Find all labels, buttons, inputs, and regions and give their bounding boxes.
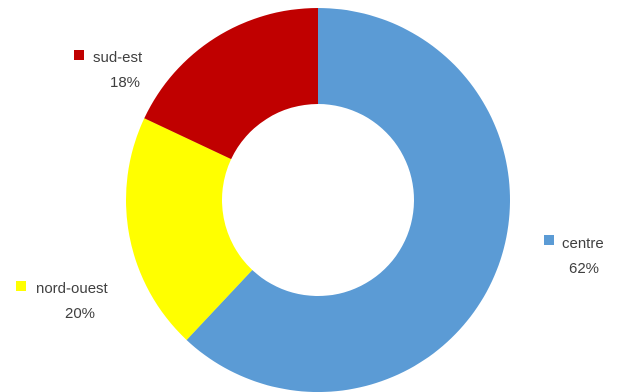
value-label-nord-ouest: 20% [65,305,95,322]
value-label-centre: 62% [569,260,599,277]
legend-swatch-sud-est [74,50,84,60]
labels-layer: centre 62% nord-ouest 20% sud-est 18% [16,49,604,322]
slice-sud-est [144,8,318,160]
slice-nord-ouest [125,118,253,340]
category-label-centre: centre [562,235,604,252]
slice-centre [186,8,510,392]
slices-layer [125,8,510,392]
category-label-sud-est: sud-est [93,49,143,66]
value-label-sud-est: 18% [110,74,140,91]
legend-swatch-nord-ouest [16,281,26,291]
legend-swatch-centre [544,235,554,245]
category-label-nord-ouest: nord-ouest [36,280,109,297]
